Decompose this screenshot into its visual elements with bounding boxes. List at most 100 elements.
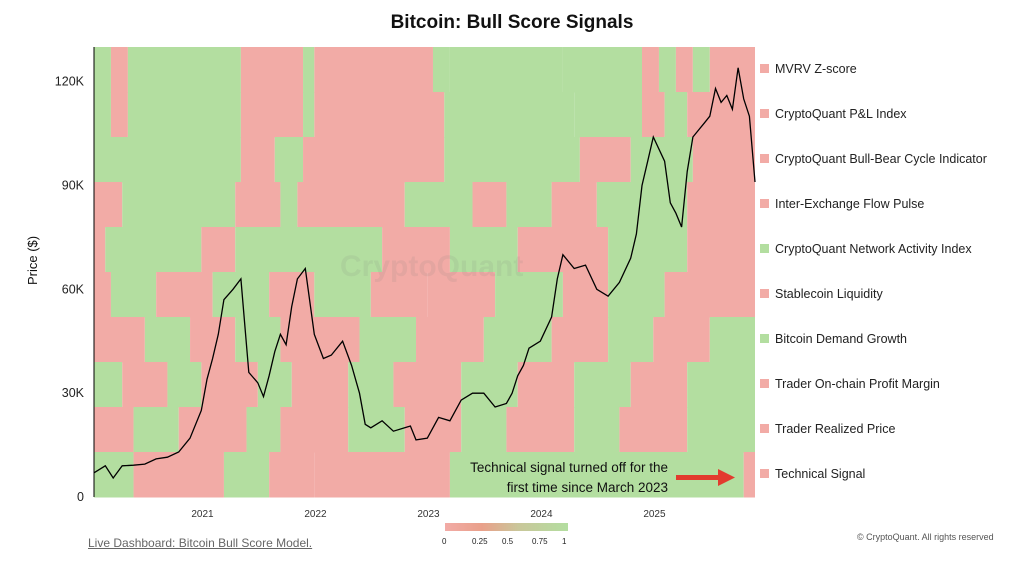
heat-cell [359,317,417,363]
heat-cell [630,362,688,408]
annotation-line-1: Technical signal turned off for the [470,460,668,475]
heat-cell [687,227,755,273]
heat-cell [687,362,755,408]
legend-item: Inter-Exchange Flow Pulse [760,197,924,211]
watermark: CryptoQuant [340,250,524,283]
heat-cell [94,92,111,138]
legend-label: Technical Signal [775,466,866,481]
dashboard-link[interactable]: Live Dashboard: Bitcoin Bull Score Model… [88,536,313,550]
legend-swatch [760,244,769,253]
colorbar-tick-label: 0.5 [502,537,514,546]
heat-cell [133,452,224,498]
heat-cell [449,47,563,93]
legend-item: Trader On-chain Profit Margin [760,377,940,391]
legend-swatch [760,424,769,433]
heat-cell [94,47,111,93]
legend-item: Trader Realized Price [760,422,895,436]
heat-cell [303,47,315,93]
heat-cell [274,137,304,183]
heat-cell [653,317,710,363]
legend-swatch [760,289,769,298]
heat-cell [257,362,292,408]
y-axis-label: Price ($) [25,235,40,285]
heat-cell [178,407,247,453]
heat-cell [495,272,563,318]
heat-cell [444,137,580,183]
heat-cell [94,227,106,273]
legend-label: Trader Realized Price [775,421,896,436]
heat-cell [246,407,281,453]
heat-cell [574,407,620,453]
legend-item: CryptoQuant Network Activity Index [760,242,972,256]
heat-cell [110,92,128,138]
heat-cell [133,407,179,453]
heat-cell [642,47,659,93]
heat-cell [235,227,383,273]
heat-cell [201,227,236,273]
annotation-line-2: first time since March 2023 [506,480,668,495]
heat-cell [303,137,445,183]
heat-cell [692,47,710,93]
heat-cell [517,362,575,408]
heat-cell [280,317,360,363]
heat-cell [404,182,473,228]
heat-cell [94,182,123,228]
legend-label: Inter-Exchange Flow Pulse [775,196,925,211]
heat-cell [562,47,643,93]
heat-cell [94,137,241,183]
heat-cell [269,452,315,498]
legend-item: Bitcoin Demand Growth [760,332,907,346]
heat-cell [280,182,298,228]
heat-cell [110,47,128,93]
heat-cell [314,452,450,498]
heat-cell [709,317,755,363]
heat-cell [382,227,450,273]
heat-cell [630,137,693,183]
chart-title: Bitcoin: Bull Score Signals [390,12,634,33]
heat-cell [675,47,693,93]
heat-cell [461,407,507,453]
heat-cell [664,92,688,138]
heat-cell [223,452,270,498]
x-tick-label: 2025 [643,509,666,520]
heat-cell [416,317,484,363]
heat-cell [291,362,349,408]
heat-cell [314,47,433,93]
heat-cell [551,317,609,363]
heat-cell [687,407,755,453]
heat-cell [449,227,518,273]
legend-swatch [760,199,769,208]
heat-cell [432,47,450,93]
heat-cell [709,47,755,93]
heat-cell [658,47,676,93]
heat-cell [574,92,643,138]
arrow-icon [676,469,735,486]
heat-cell [562,272,609,318]
heat-cell [687,182,755,228]
heat-cell [472,182,507,228]
heat-cell [551,182,597,228]
heat-cell [370,272,428,318]
legend-label: Trader On-chain Profit Margin [775,376,940,391]
heat-cell [619,407,688,453]
colorbar-tick-label: 0.75 [532,537,548,546]
legend-swatch [760,154,769,163]
heat-cell [240,137,275,183]
x-tick-label: 2021 [191,509,214,520]
colorbar-tick-label: 1 [562,537,567,546]
heat-cell [94,407,134,453]
heat-cell [105,227,202,273]
heat-cell [517,227,609,273]
legend-label: MVRV Z-score [775,61,857,76]
heat-cell [348,407,405,453]
legend-item: MVRV Z-score [760,62,857,76]
heat-cell [94,452,134,498]
legend-label: CryptoQuant P&L Index [775,106,907,121]
heat-cell [404,407,462,453]
heat-cell [156,272,213,318]
copyright: © CryptoQuant. All rights reserved [857,532,994,542]
x-tick-label: 2022 [304,509,327,520]
x-tick-label: 2024 [530,509,553,520]
legend-swatch [760,469,769,478]
